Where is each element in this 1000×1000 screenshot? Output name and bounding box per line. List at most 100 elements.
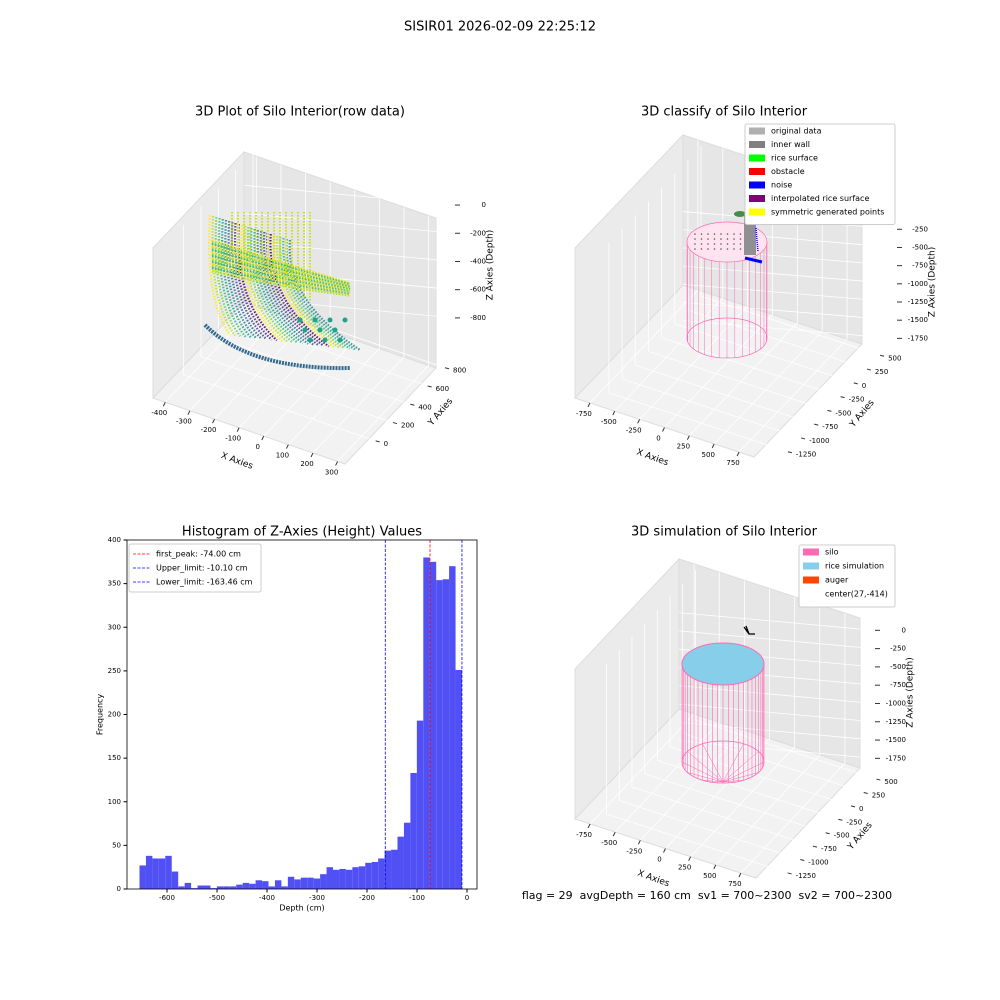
point-stripe <box>282 237 351 350</box>
x-tick-label: 500 <box>703 872 716 880</box>
surface-point <box>739 248 742 250</box>
surface-point <box>739 243 742 245</box>
y-tick <box>814 423 819 426</box>
x-tick-label: -300 <box>309 894 325 902</box>
grid-line <box>640 730 745 841</box>
legend-swatch <box>749 141 765 148</box>
x-tick <box>713 864 717 870</box>
y-tick-label: -250 <box>846 818 862 826</box>
noise <box>755 227 759 253</box>
y-tick-label: 250 <box>872 791 885 799</box>
bar <box>397 836 404 889</box>
x-tick-label: -100 <box>225 435 241 443</box>
bar <box>378 858 385 889</box>
rice-top <box>681 642 765 686</box>
panel-3d: -750-500-25002505007505002500-250-500-75… <box>574 105 938 468</box>
y-tick-label: 0 <box>384 440 388 448</box>
bar <box>165 855 172 889</box>
y-tick-label: 800 <box>453 367 466 375</box>
legend-swatch <box>803 562 819 570</box>
bar <box>410 772 417 889</box>
grid-line <box>678 721 875 741</box>
point-stripe <box>211 240 351 285</box>
grid-line <box>589 713 695 825</box>
legend-swatch <box>749 208 765 216</box>
x-tick <box>612 831 616 837</box>
x-tick-label: 750 <box>726 459 739 467</box>
z-axis-label: Z Axies (Depth) <box>906 657 916 728</box>
point-stripe <box>211 215 237 337</box>
y-axis-label: Frequency <box>96 694 105 736</box>
z-tick-label: -200 <box>470 229 486 237</box>
legend-label: obstacle <box>771 167 805 176</box>
x-tick <box>587 823 591 829</box>
y-tick-label: 250 <box>875 368 888 376</box>
surface-point <box>707 233 709 235</box>
z-tick-label: -1500 <box>908 316 928 324</box>
surface-point <box>713 238 716 240</box>
grid-line <box>664 314 773 428</box>
grid-line <box>690 746 795 857</box>
grid-line <box>682 283 897 303</box>
surface-point <box>733 243 735 245</box>
y-tick-label: 400 <box>108 536 121 544</box>
point <box>337 337 343 343</box>
bar <box>371 861 379 889</box>
y-tick <box>800 859 805 862</box>
point <box>302 327 308 333</box>
z-tick-label: -600 <box>470 286 486 294</box>
grid-line <box>621 378 802 439</box>
grid-line <box>243 184 455 206</box>
bar <box>300 877 308 889</box>
grid-line <box>678 612 875 631</box>
point-stripe <box>211 245 351 287</box>
panel-histogram: -600 -500 -400 -300 -200 -100 0 0 50 100 150 200 250… <box>96 525 478 913</box>
bar <box>307 877 314 889</box>
x-tick <box>236 427 240 432</box>
surface-point <box>694 238 696 240</box>
bar <box>223 886 230 889</box>
z-tick-label: -250 <box>890 645 906 653</box>
panel-3d: -750-500-25002505007505002500-250-500-75… <box>574 525 916 889</box>
surface-point <box>726 233 729 235</box>
grid-line <box>738 338 848 453</box>
point-stripe <box>211 263 351 294</box>
x-tick-label: -200 <box>359 894 375 902</box>
silo-bottom <box>686 317 768 359</box>
point-stripe <box>240 224 283 342</box>
legend-swatch <box>749 154 765 162</box>
bar <box>216 886 224 889</box>
grid-line <box>606 813 788 874</box>
point-stripe <box>262 231 320 347</box>
x-tick-label: -400 <box>151 409 167 417</box>
bar <box>139 865 146 889</box>
surface-point <box>700 248 703 250</box>
surface-point <box>694 248 696 250</box>
legend-label: rice simulation <box>825 562 884 571</box>
x-axis-label: Depth (cm) <box>279 904 324 913</box>
bar <box>236 884 243 889</box>
y-tick <box>863 791 868 794</box>
bar <box>204 885 211 889</box>
y-tick-label: 600 <box>436 385 449 393</box>
y-tick-label: 500 <box>888 354 901 362</box>
x-tick <box>187 410 191 415</box>
y-tick-label: 150 <box>108 754 121 762</box>
surface-point <box>700 243 703 245</box>
grid-line <box>713 330 823 445</box>
legend-label: Lower_limit: -163.46 cm <box>156 578 253 587</box>
legend-label: interpolated rice surface <box>771 194 869 203</box>
x-tick-label: 0 <box>656 435 660 443</box>
y-tick-label: 200 <box>108 711 121 719</box>
grid-line <box>648 351 828 411</box>
point-stripe <box>211 254 351 290</box>
legend-label: first_peak: -74.00 cm <box>156 550 241 559</box>
x-tick <box>686 435 690 440</box>
grid-line <box>639 306 748 420</box>
bar <box>320 874 327 889</box>
x-tick <box>310 452 314 458</box>
bar <box>391 849 398 889</box>
bar <box>229 886 237 889</box>
grid-line <box>678 703 875 723</box>
legend-swatch <box>749 127 765 135</box>
